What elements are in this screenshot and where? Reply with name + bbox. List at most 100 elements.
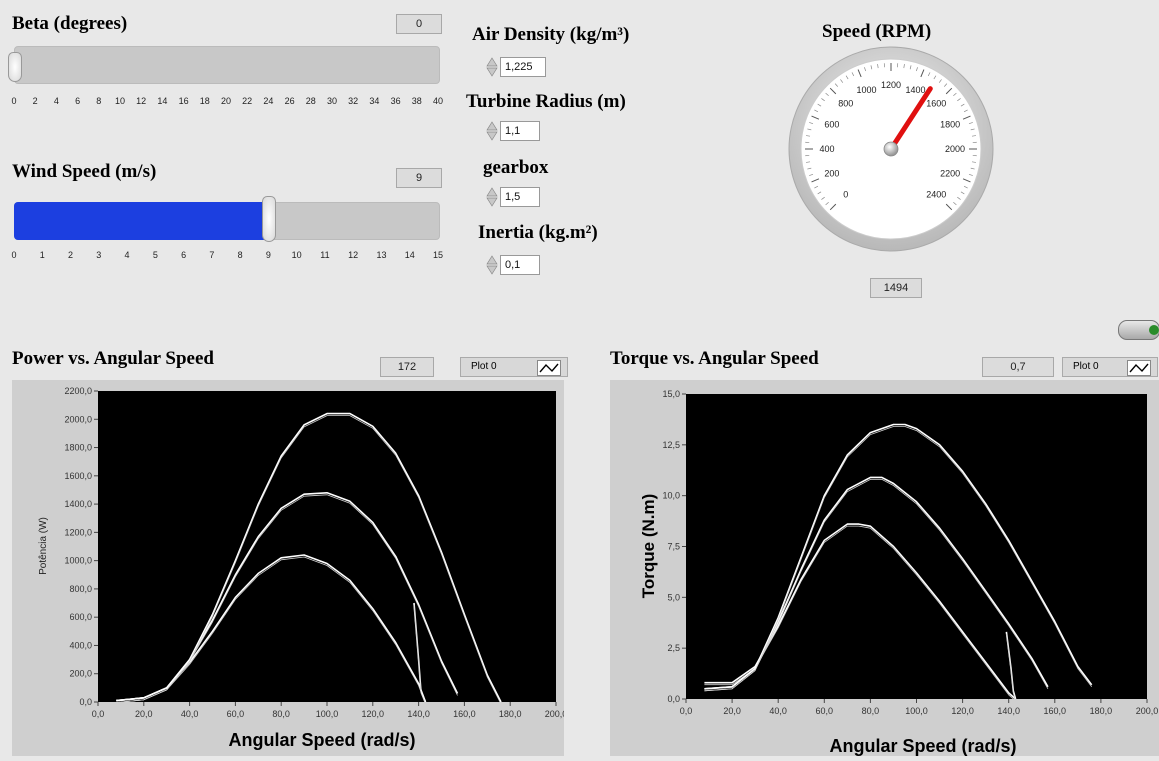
- wind-speed-slider[interactable]: [12, 202, 442, 242]
- x-tick-label: 200,0: [545, 709, 564, 719]
- beta-slider-thumb[interactable]: [8, 52, 22, 82]
- gauge-tick-label: 400: [819, 144, 834, 154]
- turbine-radius-input[interactable]: 1,1: [500, 121, 540, 141]
- wind-speed-label: Wind Speed (m/s): [12, 161, 156, 183]
- power-graph-title: Power vs. Angular Speed: [12, 348, 214, 370]
- spinner-arrows-icon[interactable]: [486, 187, 498, 207]
- spinner-arrows-icon[interactable]: [486, 121, 498, 141]
- toggle-button[interactable]: [1118, 320, 1159, 340]
- slider-tick-label: 8: [230, 250, 250, 260]
- y-axis-label: Torque (N.m): [639, 494, 658, 599]
- gauge-tick-label: 200: [824, 168, 839, 178]
- y-tick-label: 400,0: [69, 640, 92, 650]
- air-density-input[interactable]: 1,225: [500, 57, 546, 77]
- y-tick-label: 800,0: [69, 584, 92, 594]
- gauge-tick-label: 1600: [926, 99, 946, 109]
- y-tick-label: 2200,0: [64, 386, 92, 396]
- plot-line-style-icon: [537, 360, 561, 376]
- y-tick-label: 200,0: [69, 669, 92, 679]
- slider-tick-label: 16: [174, 96, 194, 106]
- x-tick-label: 140,0: [997, 706, 1020, 716]
- slider-tick-label: 2: [25, 96, 45, 106]
- y-tick-label: 1400,0: [64, 499, 92, 509]
- gauge-digital-readout: 1494: [870, 278, 922, 298]
- slider-tick-label: 15: [428, 250, 448, 260]
- x-tick-label: 100,0: [905, 706, 928, 716]
- indicator-light-icon: [1149, 325, 1159, 335]
- y-tick-label: 0,0: [79, 697, 92, 707]
- slider-tick-label: 10: [110, 96, 130, 106]
- slider-tick-label: 0: [4, 96, 24, 106]
- gauge-tick-label: 1400: [905, 85, 925, 95]
- gauge-label: Speed (RPM): [822, 21, 931, 43]
- x-tick-label: 0,0: [680, 706, 693, 716]
- x-tick-label: 60,0: [816, 706, 834, 716]
- x-tick-label: 120,0: [362, 709, 385, 719]
- spinner-arrows-icon[interactable]: [486, 255, 498, 275]
- y-tick-label: 2,5: [667, 643, 680, 653]
- y-tick-label: 1600,0: [64, 471, 92, 481]
- x-tick-label: 140,0: [407, 709, 430, 719]
- y-tick-label: 5,0: [667, 592, 680, 602]
- slider-tick-label: 6: [68, 96, 88, 106]
- beta-slider-track[interactable]: [14, 46, 440, 84]
- slider-tick-label: 3: [89, 250, 109, 260]
- slider-tick-label: 12: [131, 96, 151, 106]
- slider-tick-label: 24: [258, 96, 278, 106]
- x-axis-label: Angular Speed (rad/s): [228, 730, 415, 750]
- gearbox-input[interactable]: 1,5: [500, 187, 540, 207]
- torque-plot-legend[interactable]: Plot 0: [1062, 357, 1158, 377]
- wind-slider-thumb[interactable]: [262, 196, 276, 242]
- y-tick-label: 1800,0: [64, 443, 92, 453]
- plot-background: [686, 394, 1147, 699]
- slider-tick-label: 32: [343, 96, 363, 106]
- y-tick-label: 15,0: [662, 389, 680, 399]
- turbine-radius-label: Turbine Radius (m): [466, 91, 626, 113]
- gauge-tick-label: 1200: [881, 80, 901, 90]
- y-tick-label: 7,5: [667, 542, 680, 552]
- slider-tick-label: 38: [407, 96, 427, 106]
- slider-tick-label: 36: [386, 96, 406, 106]
- power-plot-legend[interactable]: Plot 0: [460, 357, 568, 377]
- slider-tick-label: 2: [61, 250, 81, 260]
- power-plot-area: 0,0200,0400,0600,0800,01000,01200,01400,…: [12, 380, 564, 756]
- gauge-tick-label: 600: [824, 120, 839, 130]
- slider-tick-label: 6: [174, 250, 194, 260]
- x-tick-label: 160,0: [1044, 706, 1067, 716]
- slider-tick-label: 13: [371, 250, 391, 260]
- power-readout: 172: [380, 357, 434, 377]
- gauge-tick-label: 2400: [926, 189, 946, 199]
- slider-tick-label: 1: [32, 250, 52, 260]
- gauge-tick-label: 1800: [940, 120, 960, 130]
- wind-slider-fill: [14, 202, 268, 240]
- gauge-tick-label: 1000: [856, 85, 876, 95]
- x-tick-label: 20,0: [135, 709, 153, 719]
- slider-tick-label: 14: [152, 96, 172, 106]
- x-axis-label: Angular Speed (rad/s): [829, 736, 1016, 756]
- y-tick-label: 1200,0: [64, 527, 92, 537]
- spinner-arrows-icon[interactable]: [486, 57, 498, 77]
- x-tick-label: 20,0: [723, 706, 741, 716]
- y-tick-label: 600,0: [69, 612, 92, 622]
- plot-legend-name: Plot 0: [1073, 358, 1099, 376]
- slider-tick-label: 10: [287, 250, 307, 260]
- y-tick-label: 2000,0: [64, 414, 92, 424]
- torque-readout: 0,7: [982, 357, 1054, 377]
- slider-tick-label: 26: [280, 96, 300, 106]
- beta-value-indicator: 0: [396, 14, 442, 34]
- plot-legend-name: Plot 0: [471, 358, 497, 376]
- inertia-input[interactable]: 0,1: [500, 255, 540, 275]
- y-tick-label: 12,5: [662, 440, 680, 450]
- x-tick-label: 180,0: [1090, 706, 1113, 716]
- beta-slider[interactable]: [12, 46, 442, 86]
- y-tick-label: 0,0: [667, 694, 680, 704]
- gauge-hub: [884, 142, 898, 156]
- slider-tick-label: 12: [343, 250, 363, 260]
- slider-tick-label: 4: [46, 96, 66, 106]
- slider-tick-label: 7: [202, 250, 222, 260]
- slider-tick-label: 11: [315, 250, 335, 260]
- wind-speed-value-indicator: 9: [396, 168, 442, 188]
